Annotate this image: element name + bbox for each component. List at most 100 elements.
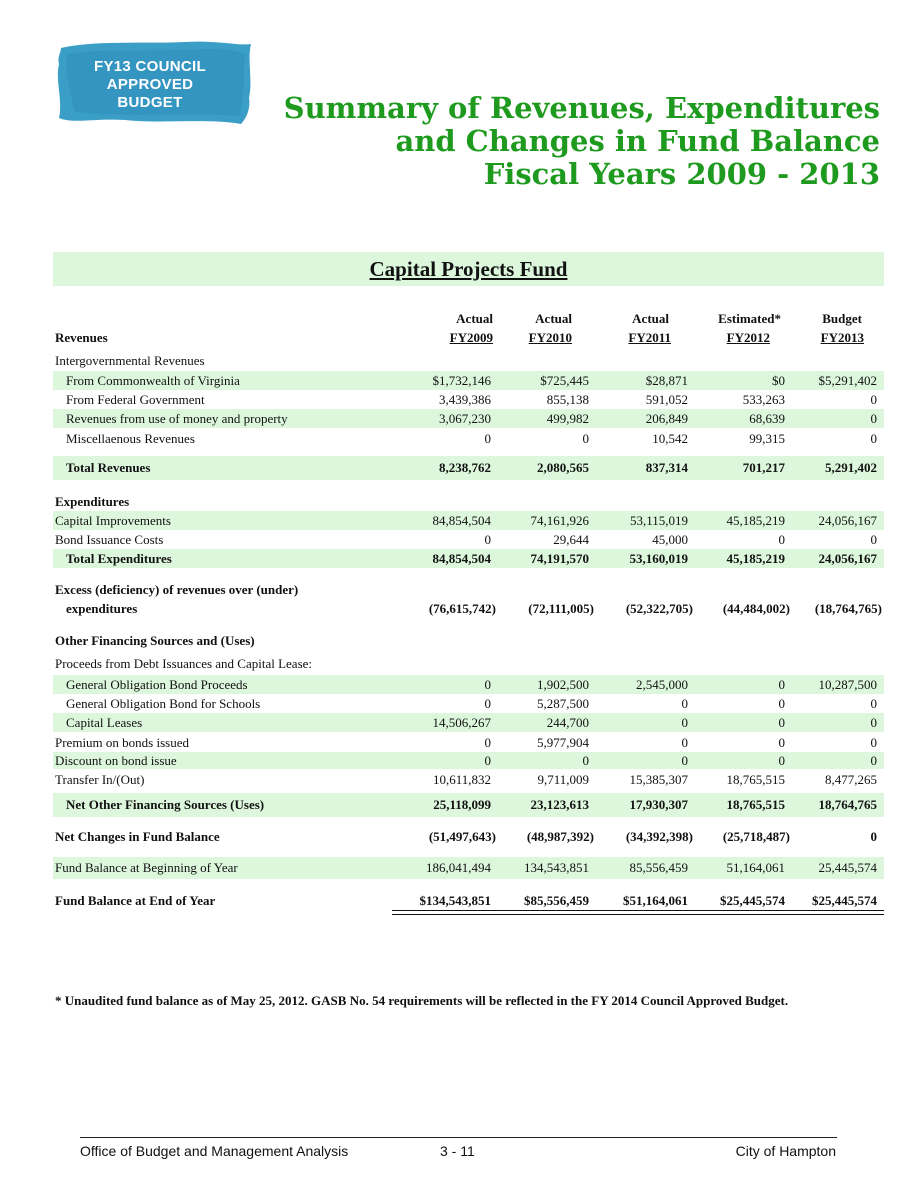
row-go-bond-proceeds: General Obligation Bond Proceeds 0 1,902… [53,675,884,694]
section-label-revenues: Revenues [55,330,108,345]
col-header-top-3: Actual [632,311,669,326]
cell-fy2013: 0 [870,735,878,750]
badge-line-1: FY13 COUNCIL [94,58,206,75]
cell-fy2009: $1,732,146 [432,373,492,388]
row-premium-bonds: Premium on bonds issued 0 5,977,904 0 0 … [53,733,884,752]
cell-fy2010: 2,080,565 [537,460,589,475]
row-label: expenditures [66,601,138,616]
row-label: Fund Balance at Beginning of Year [55,860,238,875]
col-header-bottom-5: FY2013 [820,330,864,345]
cell-fy2009: $134,543,851 [419,893,492,908]
cell-fy2013: 0 [870,411,878,426]
badge-line-2: APPROVED [106,76,194,93]
cell-fy2012: (25,718,487) [722,829,790,844]
row-label: From Federal Government [66,392,205,407]
cell-fy2013: 24,056,167 [818,513,878,528]
cell-fy2009: 0 [484,677,492,692]
row-label: Expenditures [55,494,130,509]
cell-fy2009: (76,615,742) [428,601,496,616]
cell-fy2013: 0 [870,829,878,844]
cell-fy2013: 0 [870,696,878,711]
cell-fy2013: $5,291,402 [818,373,878,388]
title-line-3: Fiscal Years 2009 - 2013 [483,157,880,191]
cell-fy2009: 84,854,504 [432,513,492,528]
cell-fy2012: (44,484,002) [722,601,790,616]
cell-fy2009: 3,439,386 [439,392,491,407]
cell-fy2011: (34,392,398) [625,829,693,844]
row-intergovernmental-revenues: Intergovernmental Revenues [53,351,884,370]
budget-badge: FY13 COUNCIL APPROVED BUDGET [55,40,255,125]
row-capital-leases: Capital Leases 14,506,267 244,700 0 0 0 [53,713,884,732]
row-debt-proceeds-label: Proceeds from Debt Issuances and Capital… [53,654,884,673]
row-label: Excess (deficiency) of revenues over (un… [55,582,299,597]
cell-fy2013: 8,477,265 [825,772,877,787]
cell-fy2012: 45,185,219 [726,551,786,566]
col-header-top-2: Actual [535,311,572,326]
cell-fy2010: 29,644 [553,532,589,547]
row-federal-government: From Federal Government 3,439,386 855,13… [53,390,884,409]
row-label: Capital Improvements [55,513,171,528]
cell-fy2013: 18,764,765 [818,797,878,812]
col-header-bottom-1: FY2009 [449,330,493,345]
cell-fy2011: 85,556,459 [629,860,689,875]
row-discount-bond: Discount on bond issue 0 0 0 0 0 [53,752,884,769]
cell-fy2013: 24,056,167 [818,551,878,566]
footer-department: Office of Budget and Management Analysis [80,1143,349,1159]
page-title: Summary of Revenues, Expenditures and Ch… [284,92,880,191]
cell-fy2013: 0 [870,532,878,547]
cell-fy2009: 3,067,230 [439,411,491,426]
cell-fy2013: 0 [870,431,878,446]
row-money-property: Revenues from use of money and property … [53,409,884,428]
row-label: Bond Issuance Costs [55,532,164,547]
cell-fy2009: 84,854,504 [432,551,492,566]
col-header-top-1: Actual [456,311,493,326]
cell-fy2010: (48,987,392) [526,829,594,844]
row-label: General Obligation Bond for Schools [66,696,261,711]
row-commonwealth-virginia: From Commonwealth of Virginia $1,732,146… [53,371,884,390]
row-label: General Obligation Bond Proceeds [66,677,248,692]
cell-fy2011: 837,314 [645,460,688,475]
title-line-2: and Changes in Fund Balance [395,124,880,158]
cell-fy2013: 25,445,574 [818,860,878,875]
cell-fy2010: 5,977,904 [537,735,589,750]
cell-fy2011: 53,115,019 [629,513,688,528]
cell-fy2010: $725,445 [540,373,589,388]
row-label: Revenues from use of money and property [66,411,288,426]
fund-title: Capital Projects Fund [369,257,568,281]
cell-fy2011: (52,322,705) [625,601,693,616]
cell-fy2010: 23,123,613 [530,797,590,812]
badge-line-3: BUDGET [117,94,183,111]
row-other-financing-header: Other Financing Sources and (Uses) [53,631,884,650]
cell-fy2012: 18,765,515 [726,797,786,812]
cell-fy2009: 8,238,762 [439,460,491,475]
row-label: Other Financing Sources and (Uses) [55,633,255,648]
row-label: Intergovernmental Revenues [55,353,205,368]
row-capital-improvements: Capital Improvements 84,854,504 74,161,9… [53,511,884,530]
cell-fy2010: 74,191,570 [530,551,590,566]
cell-fy2011: 591,052 [645,392,688,407]
row-excess-expenditures: expenditures (76,615,742) (72,111,005) (… [53,599,884,618]
row-label: Total Revenues [66,460,151,475]
cell-fy2010: 855,138 [546,392,589,407]
cell-fy2013: 10,287,500 [818,677,878,692]
cell-fy2009: 10,611,832 [432,772,491,787]
cell-fy2011: 17,930,307 [629,797,689,812]
cell-fy2011: 0 [681,753,689,768]
watercolor-badge-icon [57,41,251,124]
row-label: Discount on bond issue [55,753,177,768]
cell-fy2011: 206,849 [645,411,688,426]
row-label: Fund Balance at End of Year [55,893,216,908]
row-bond-issuance-costs: Bond Issuance Costs 0 29,644 45,000 0 0 [53,530,884,549]
cell-fy2009: (51,497,643) [428,829,496,844]
cell-fy2010: 499,982 [546,411,589,426]
row-excess-deficiency-label: Excess (deficiency) of revenues over (un… [53,580,884,599]
col-header-top-5: Budget [822,311,862,326]
row-transfer-in-out: Transfer In/(Out) 10,611,832 9,711,009 1… [53,770,884,789]
cell-fy2010: 0 [582,431,590,446]
cell-fy2010: 0 [582,753,590,768]
cell-fy2011: 45,000 [652,532,688,547]
cell-fy2009: 186,041,494 [426,860,491,875]
row-label: Net Changes in Fund Balance [55,829,220,844]
row-expenditures-header: Expenditures [53,492,884,511]
col-header-top-4: Estimated* [718,311,781,326]
